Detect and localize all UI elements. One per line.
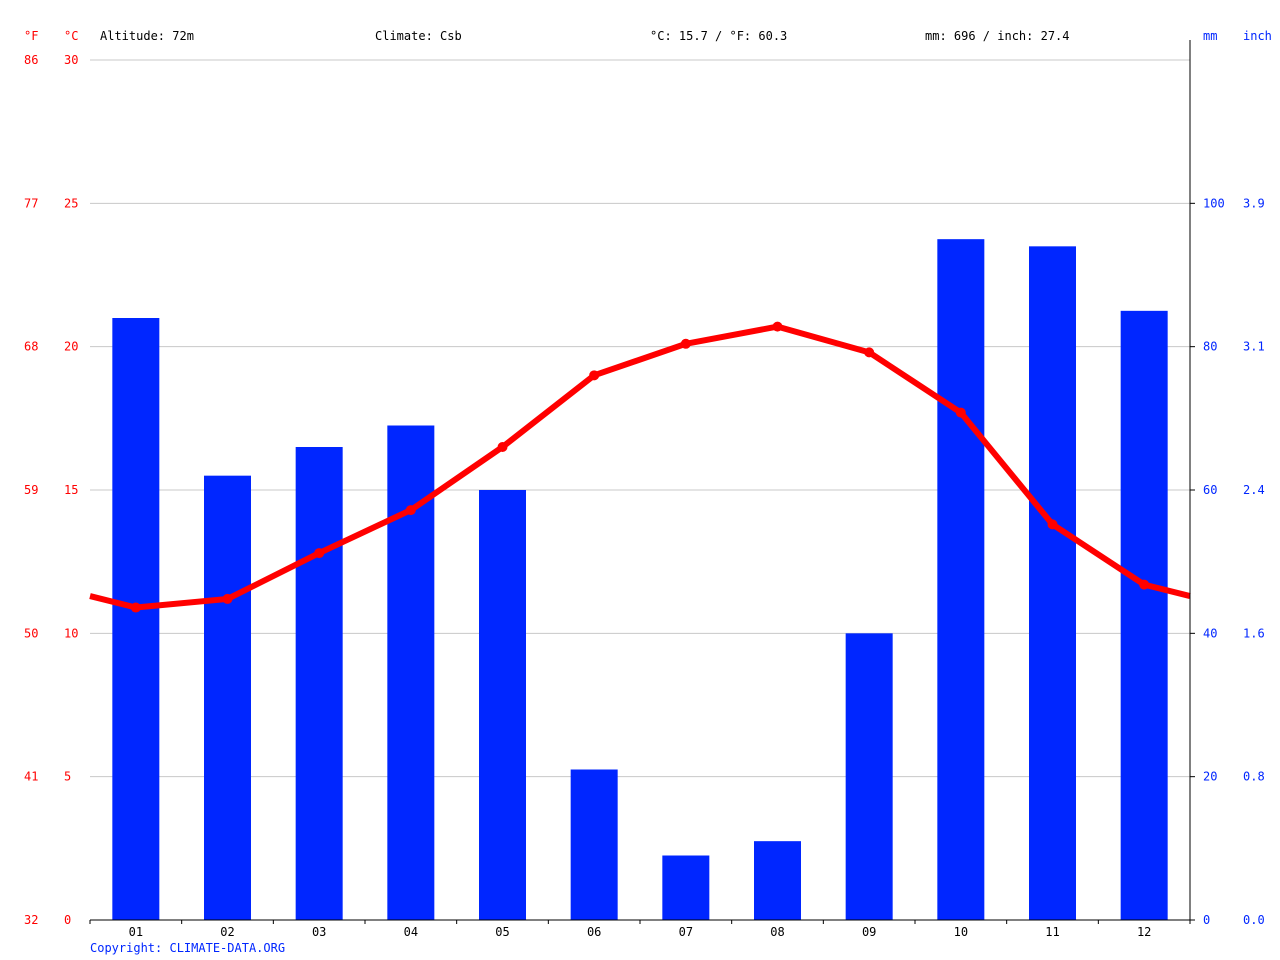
temperature-point xyxy=(589,370,600,381)
month-label: 01 xyxy=(129,925,143,939)
inch-tick-label: 0.8 xyxy=(1243,770,1265,784)
precipitation-bar xyxy=(479,490,526,920)
mm-unit-label: mm xyxy=(1203,29,1217,43)
fahrenheit-tick-label: 50 xyxy=(24,626,38,640)
month-label: 07 xyxy=(679,925,693,939)
climate-label: Climate: Csb xyxy=(375,29,462,43)
fahrenheit-tick-label: 32 xyxy=(24,913,38,927)
fahrenheit-tick-label: 77 xyxy=(24,196,38,210)
precipitation-bars xyxy=(112,239,1168,921)
precipitation-bar xyxy=(112,318,160,920)
temperature-point xyxy=(314,548,325,559)
temperature-point xyxy=(955,407,966,418)
temperature-point xyxy=(1139,579,1150,590)
mm-tick-label: 100 xyxy=(1203,196,1225,210)
celsius-tick-label: 20 xyxy=(64,340,78,354)
grid-lines xyxy=(90,59,1190,778)
inch-tick-label: 3.9 xyxy=(1243,196,1265,210)
precipitation-bar xyxy=(937,239,985,920)
fahrenheit-tick-label: 59 xyxy=(24,483,38,497)
month-label: 09 xyxy=(862,925,876,939)
month-label: 06 xyxy=(587,925,601,939)
temperature-point xyxy=(772,321,783,332)
temperature-point xyxy=(864,347,875,358)
mm-tick-label: 40 xyxy=(1203,626,1217,640)
fahrenheit-unit-label: °F xyxy=(24,29,38,43)
precipitation-bar xyxy=(754,841,801,920)
precipitation-bar xyxy=(662,855,710,920)
month-label: 08 xyxy=(770,925,784,939)
temperature-point xyxy=(130,602,141,613)
axes: 0 32 5 41 10 50 15 59 20 68 25 77 30 86 0 0.0 20 0.8 40 1.6… xyxy=(24,40,1265,939)
altitude-label: Altitude: 72m xyxy=(100,29,194,43)
month-label: 04 xyxy=(404,925,418,939)
inch-tick-label: 1.6 xyxy=(1243,626,1265,640)
celsius-tick-label: 15 xyxy=(64,483,78,497)
mm-tick-label: 80 xyxy=(1203,340,1217,354)
precipitation-bar xyxy=(204,475,251,920)
celsius-tick-label: 25 xyxy=(64,196,78,210)
copyright-link[interactable]: Copyright: CLIMATE-DATA.ORG xyxy=(90,941,285,955)
month-label: 02 xyxy=(220,925,234,939)
temperature-series-line xyxy=(89,323,1191,611)
temperature-point xyxy=(680,338,691,349)
celsius-tick-label: 10 xyxy=(64,626,78,640)
inch-tick-label: 2.4 xyxy=(1243,483,1265,497)
fahrenheit-tick-label: 68 xyxy=(24,340,38,354)
precipitation-bar xyxy=(1120,310,1168,920)
precipitation-bar xyxy=(570,769,618,920)
celsius-tick-label: 0 xyxy=(64,913,71,927)
precipitation-bar xyxy=(295,447,343,920)
mm-tick-label: 20 xyxy=(1203,770,1217,784)
precipitation-bar xyxy=(1029,246,1076,921)
celsius-tick-label: 5 xyxy=(64,770,71,784)
temperature-point xyxy=(222,593,233,604)
inch-tick-label: 0.0 xyxy=(1243,913,1265,927)
temperature-line xyxy=(89,321,1191,613)
fahrenheit-tick-label: 41 xyxy=(24,770,38,784)
celsius-tick-label: 30 xyxy=(64,53,78,67)
month-label: 12 xyxy=(1137,925,1151,939)
month-label: 10 xyxy=(954,925,968,939)
temperature-point xyxy=(1047,519,1058,530)
celsius-unit-label: °C xyxy=(64,29,78,43)
month-label: 03 xyxy=(312,925,326,939)
temperature-point xyxy=(405,505,416,516)
average-temperature-label: °C: 15.7 / °F: 60.3 xyxy=(650,29,787,43)
temperature-point xyxy=(497,442,508,452)
fahrenheit-tick-label: 86 xyxy=(24,53,38,67)
mm-tick-label: 0 xyxy=(1203,913,1210,927)
mm-tick-label: 60 xyxy=(1203,483,1217,497)
month-label: 11 xyxy=(1045,925,1059,939)
inch-tick-label: 3.1 xyxy=(1243,340,1265,354)
total-precipitation-label: mm: 696 / inch: 27.4 xyxy=(925,29,1070,43)
precipitation-bar xyxy=(845,633,893,920)
inch-unit-label: inch xyxy=(1243,29,1272,43)
month-label: 05 xyxy=(495,925,509,939)
